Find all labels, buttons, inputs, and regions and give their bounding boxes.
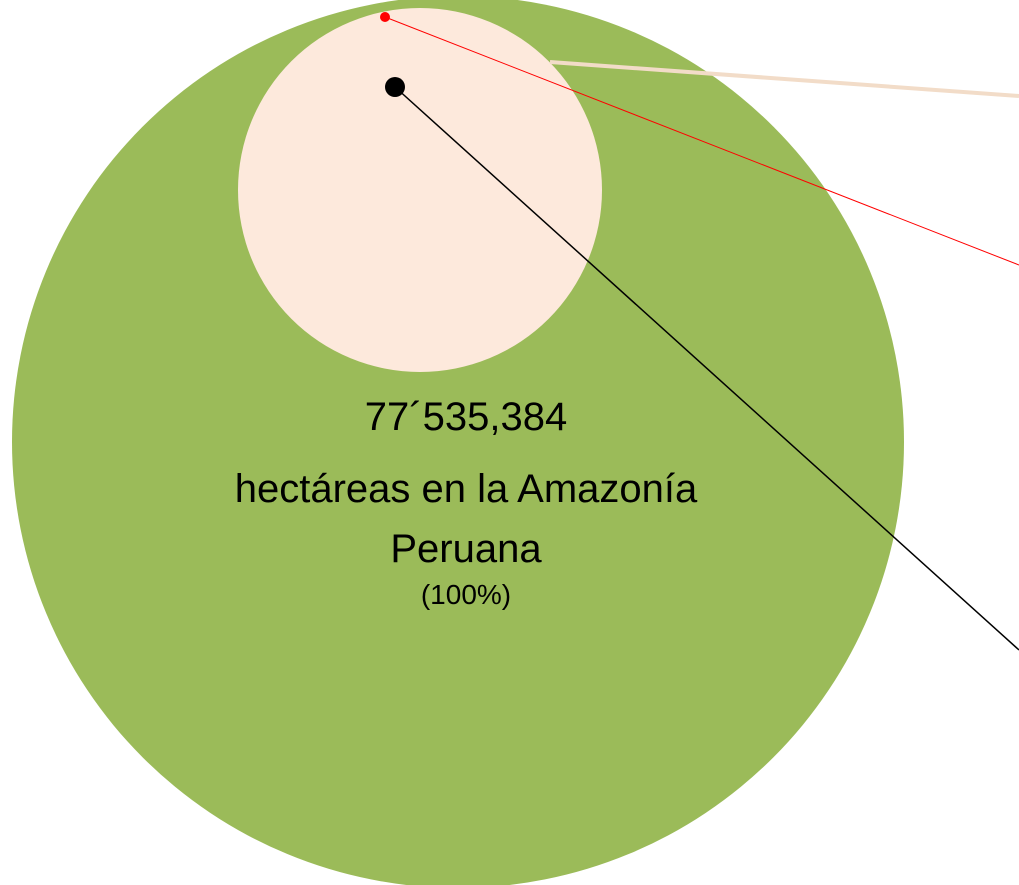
inner-circle [238, 8, 602, 372]
dot [385, 77, 405, 97]
label-line: Peruana [390, 527, 542, 571]
pointer-line [384, 16, 1019, 266]
label-line: hectáreas en la Amazonía [235, 467, 698, 511]
small-dot [380, 12, 390, 22]
label-line: 77´535,384 [365, 395, 567, 439]
amazon-circle [12, 0, 904, 885]
pointer-line [549, 60, 1019, 98]
pointer-line [394, 86, 1019, 651]
percent-label: (100%) [421, 579, 511, 610]
